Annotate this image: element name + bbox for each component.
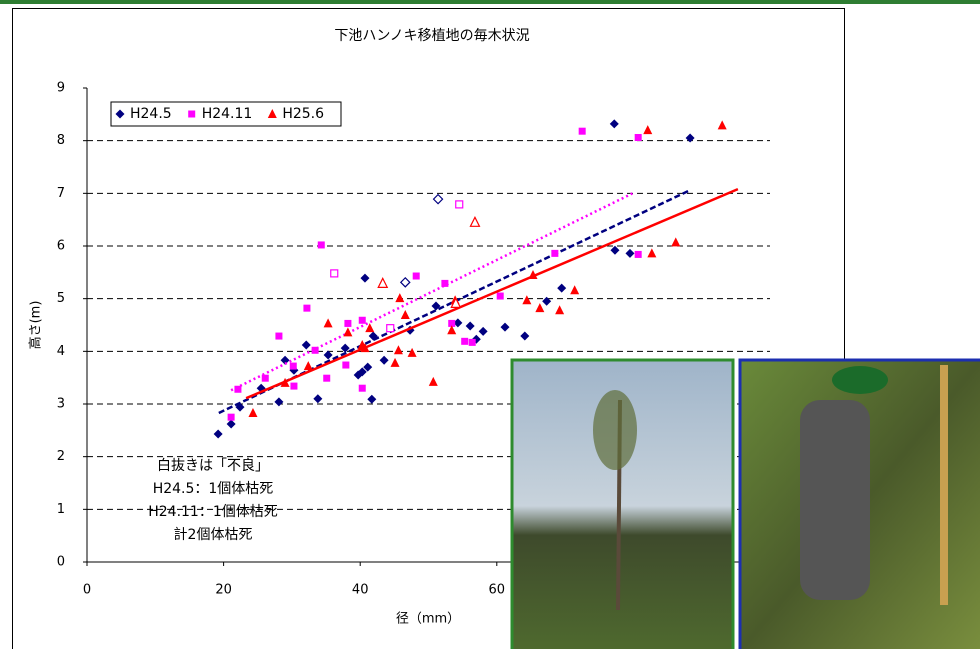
annotation: 計2個体枯死 [174,527,253,543]
x-tick-label: 0 [83,583,91,598]
point [234,386,241,393]
point [456,201,463,208]
x-tick-label: 40 [352,583,369,598]
point [359,385,366,392]
photo-pole [940,365,948,605]
y-tick-label: 7 [57,186,65,201]
point [469,339,476,346]
legend-label: H24.11 [202,106,253,122]
y-tick-label: 4 [57,344,65,359]
annotation: H24.11：1個体枯死 [148,504,278,520]
chart-title: 下池ハンノキ移植地の毎木状況 [334,28,529,44]
point [461,338,468,345]
point [290,383,297,390]
y-tick-label: 3 [57,397,65,412]
point [497,293,504,300]
x-tick-label: 60 [489,583,506,598]
point [344,320,351,327]
annotation: 白抜きは「不良」 [157,458,269,474]
point [635,251,642,258]
point [635,134,642,141]
point [303,305,310,312]
page: 下池ハンノキ移植地の毎木状況 径（mm） 高さ(m) 0 1 2 3 4 5 6 7 8 9 0 20… [0,0,980,649]
x-tick-label: 20 [215,583,232,598]
point [188,111,195,118]
legend-label: H25.6 [282,106,324,122]
point [275,333,282,340]
x-axis-label: 径（mm） [396,612,460,627]
y-tick-label: 0 [57,555,65,570]
photo-cap [832,366,888,394]
point [228,414,235,421]
point [262,375,269,382]
y-tick-label: 8 [57,133,65,148]
point [441,280,448,287]
legend-label: H24.5 [130,106,172,122]
y-tick-label: 6 [57,239,65,254]
annotation: H24.5：1個体枯死 [153,481,274,497]
y-axis-label: 高さ(m) [28,301,44,350]
point [318,241,325,248]
y-tick-label: 1 [57,502,65,517]
y-tick-label: 9 [57,81,65,96]
photo-leaves [593,390,637,470]
y-tick-label: 5 [57,291,65,306]
point [359,317,366,324]
overlay [512,360,980,649]
top-bar [0,0,980,4]
y-tick-label: 2 [57,449,65,464]
point [551,250,558,257]
point [312,347,319,354]
point [331,270,338,277]
point [579,128,586,135]
point [413,273,420,280]
photo-person [800,400,870,600]
point [342,362,349,369]
point [323,375,330,382]
point [387,325,394,332]
point [290,363,297,370]
legend: H24.5 H24.11 H25.6 [111,102,341,126]
